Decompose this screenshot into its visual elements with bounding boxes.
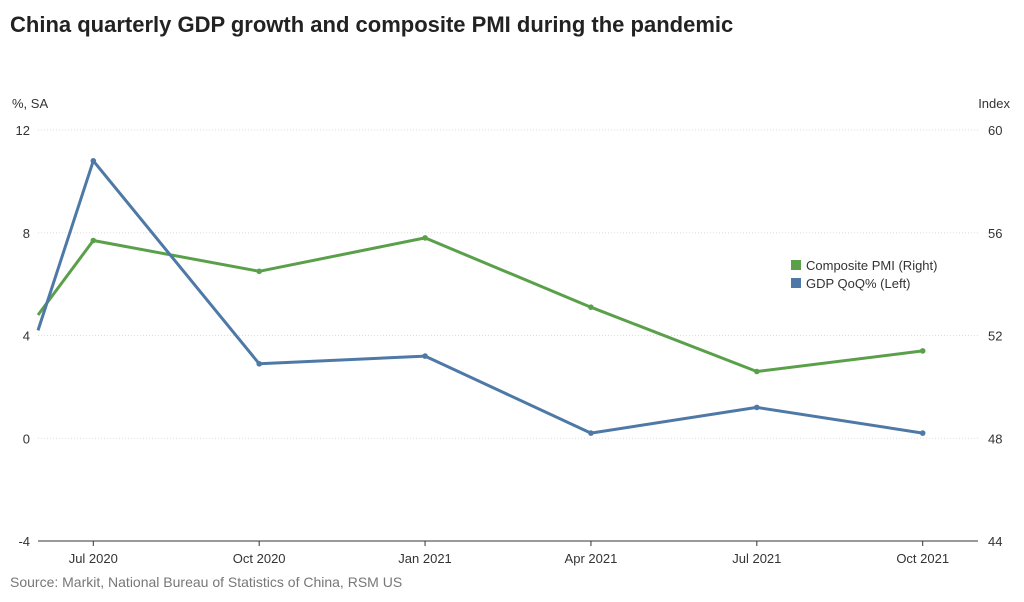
right-axis-unit: Index — [978, 96, 1010, 111]
left-tick-label: 4 — [23, 329, 30, 344]
left-axis-unit: %, SA — [12, 96, 48, 111]
left-tick-label: 8 — [23, 226, 30, 241]
gdp-qoq-line — [36, 159, 923, 435]
composite-pmi-point — [256, 268, 263, 275]
legend-swatch — [791, 278, 801, 288]
gdp-qoq-point — [90, 158, 97, 164]
series-layer — [36, 158, 926, 436]
composite-pmi-point — [422, 235, 428, 241]
right-tick-label: 48 — [988, 431, 1002, 446]
x-tick-label: Jan 2021 — [398, 551, 452, 566]
x-tick-label: Oct 2020 — [233, 551, 286, 566]
legend-label: GDP QoQ% (Left) — [806, 276, 911, 291]
composite-pmi-point — [754, 368, 760, 375]
left-tick-label: -4 — [18, 534, 30, 549]
composite-pmi-point — [588, 304, 594, 311]
axes: 12 8 4 0 -4 60 56 52 48 44 %, SA Index Jul 2020 Oct 2… — [12, 96, 1010, 566]
x-tick-label: Oct 2021 — [896, 551, 949, 566]
right-tick-label: 52 — [988, 329, 1002, 344]
legend-label: Composite PMI (Right) — [806, 258, 937, 273]
right-tick-label: 60 — [988, 123, 1002, 138]
composite-pmi-point — [919, 348, 926, 354]
legend-swatch — [791, 260, 801, 270]
right-tick-label: 56 — [988, 226, 1002, 241]
gdp-qoq-point — [919, 430, 926, 436]
right-tick-label: 44 — [988, 534, 1002, 549]
x-tick-label: Jul 2021 — [732, 551, 781, 566]
x-tick-label: Jul 2020 — [69, 551, 118, 566]
left-tick-label: 12 — [16, 123, 30, 138]
gdp-qoq-point — [256, 361, 263, 367]
legend: Composite PMI (Right) GDP QoQ% (Left) — [791, 258, 937, 291]
chart-title: China quarterly GDP growth and composite… — [10, 12, 734, 37]
gdp-qoq-point — [422, 353, 428, 359]
source-note: Source: Markit, National Bureau of Stati… — [10, 574, 403, 590]
gdp-qoq-point — [754, 404, 760, 411]
gdp-qoq-point — [588, 430, 594, 436]
x-tick-label: Apr 2021 — [565, 551, 618, 566]
composite-pmi-line — [36, 236, 923, 373]
left-tick-label: 0 — [23, 431, 30, 446]
composite-pmi-point — [90, 237, 97, 244]
grid — [38, 129, 978, 542]
